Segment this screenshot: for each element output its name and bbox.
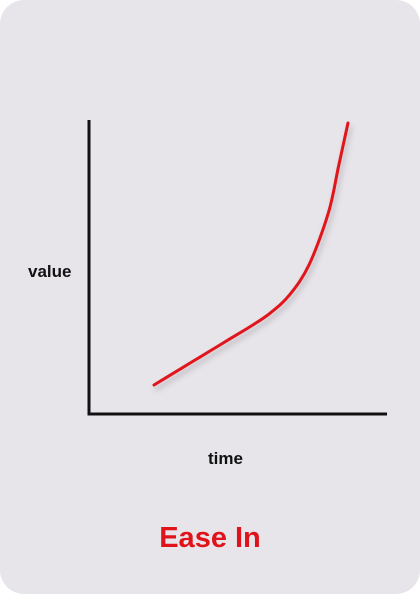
card-title: Ease In	[159, 522, 261, 554]
y-axis-label: value	[28, 262, 72, 281]
x-axis-label: time	[208, 449, 243, 468]
ease-in-curve	[152, 121, 350, 387]
